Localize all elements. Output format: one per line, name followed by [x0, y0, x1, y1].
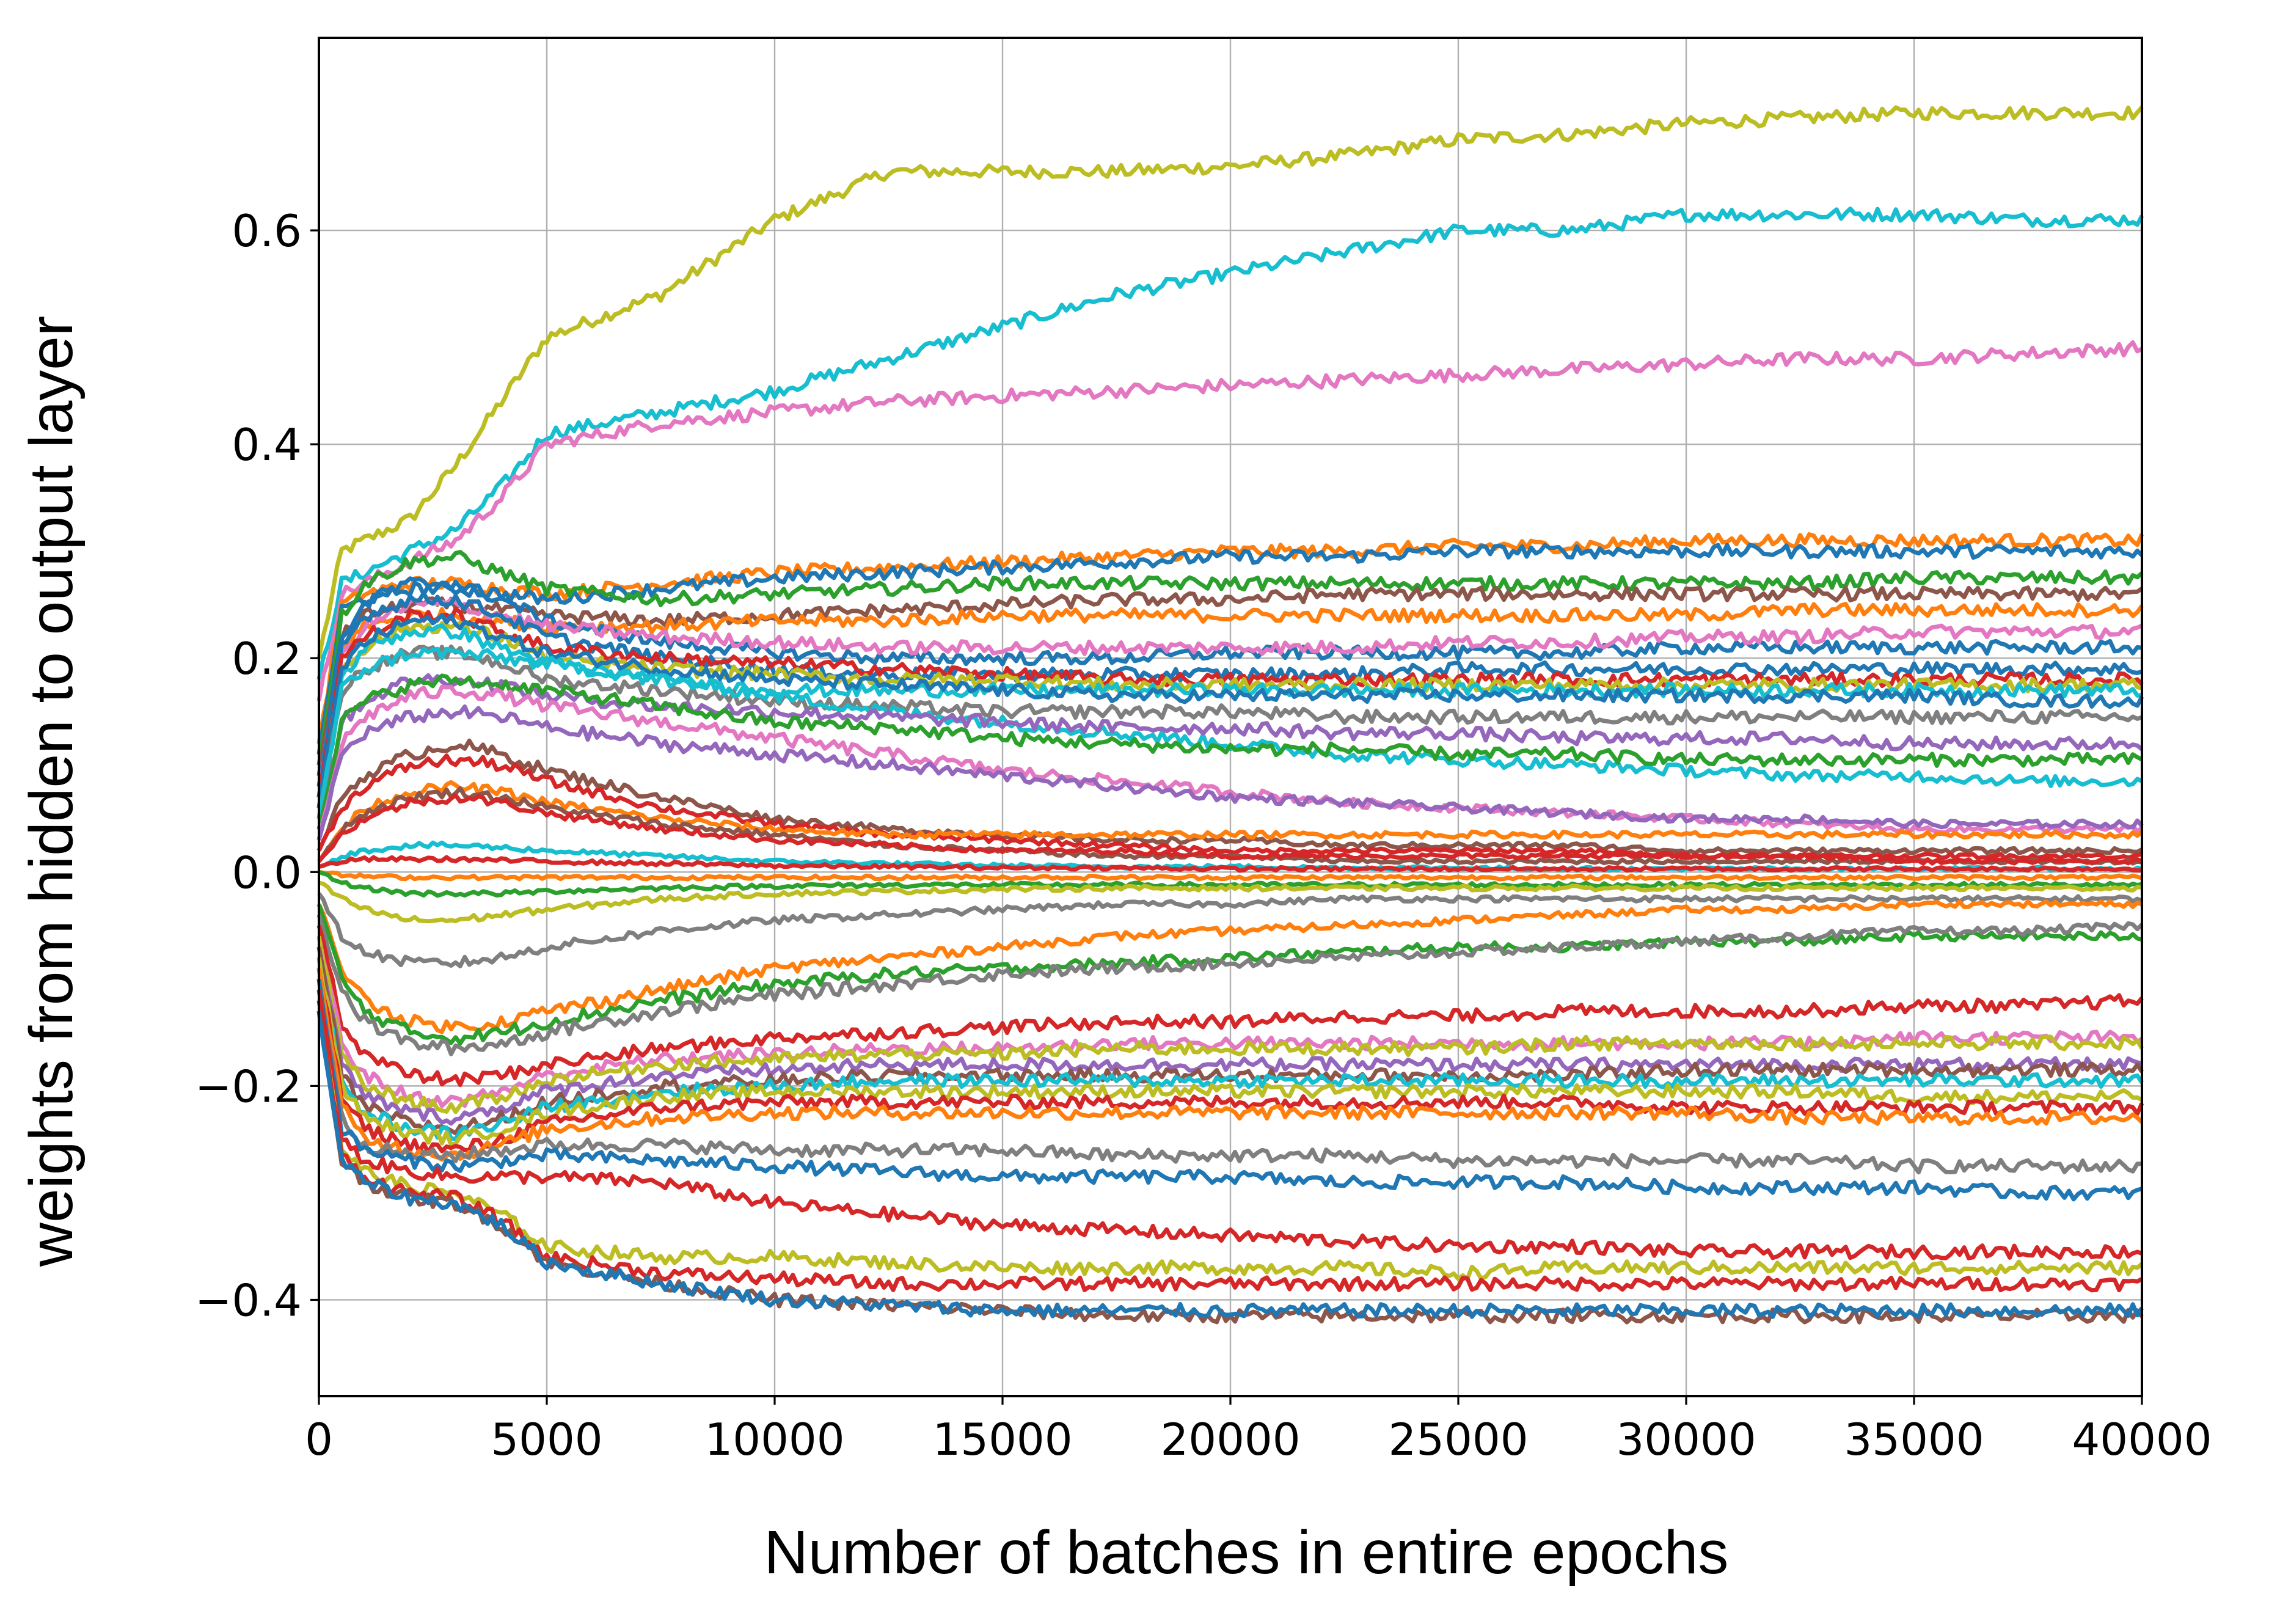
x-axis-title: Number of batches in entire epochs	[764, 1518, 1729, 1587]
y-tick-label: 0.4	[232, 419, 302, 470]
y-tick-label: 0.6	[232, 205, 302, 257]
series-line-6	[316, 550, 2144, 766]
series-line-38	[316, 935, 2144, 1114]
series-line-39	[316, 946, 2143, 1126]
series-line-21	[316, 704, 2144, 841]
series-line-31	[318, 880, 2143, 924]
x-tick-label: 30000	[1616, 1414, 1756, 1465]
series-line-15	[316, 613, 2144, 808]
series-line-49	[316, 1000, 2143, 1293]
series-line-45	[316, 978, 2143, 1175]
y-axis-title: weights from hidden to output layer	[17, 316, 86, 1267]
series-line-12	[316, 607, 2144, 798]
series-line-44	[316, 968, 2144, 1162]
series-line-4	[316, 532, 2144, 744]
series-line-16	[316, 644, 2143, 819]
y-tick-label: −0.2	[195, 1061, 302, 1112]
series-line-36	[316, 924, 2144, 1088]
ticks: 0 5000 10000 15000 20000 25000 30000 35000 40000…	[195, 205, 2212, 1465]
series-line-34	[316, 903, 2143, 1046]
y-tick-label: −0.4	[195, 1275, 302, 1326]
series-line-43	[316, 968, 2144, 1155]
series-line-7	[316, 585, 2143, 777]
series-line-14	[316, 623, 2143, 808]
x-tick-label: 0	[305, 1414, 333, 1465]
series-line-24	[317, 780, 2144, 863]
series-line-47	[316, 989, 2143, 1260]
series-line-48	[316, 1000, 2144, 1281]
x-tick-label: 35000	[1844, 1414, 1984, 1465]
series-line-33	[316, 899, 2143, 1034]
series-line-19	[316, 673, 2143, 830]
series-line-40	[316, 946, 2144, 1136]
x-tick-label: 20000	[1160, 1414, 1300, 1465]
series-line-26	[317, 793, 2143, 866]
x-tick-label: 15000	[932, 1414, 1072, 1465]
series-line-5	[316, 543, 2144, 755]
series-line-22	[316, 738, 2143, 855]
series-line-51	[316, 1011, 2144, 1319]
series-line-28	[318, 855, 2143, 873]
series-line-3	[316, 340, 2143, 701]
series-line-46	[316, 978, 2143, 1202]
series-line-25	[317, 786, 2143, 866]
series-line-8	[316, 602, 2144, 787]
x-tick-label: 5000	[491, 1414, 602, 1465]
x-tick-label: 40000	[2072, 1414, 2212, 1465]
x-tick-label: 10000	[704, 1414, 844, 1465]
series-line-35	[316, 914, 2144, 1056]
series-layer	[316, 105, 2144, 1325]
x-tick-label: 25000	[1388, 1414, 1528, 1465]
series-line-20	[316, 684, 2143, 841]
series-line-1	[316, 105, 2144, 659]
series-line-29	[318, 869, 2143, 882]
series-line-10	[316, 597, 2143, 798]
series-line-42	[316, 957, 2143, 1147]
series-line-32	[317, 892, 2143, 968]
y-tick-label: 0.0	[232, 847, 302, 898]
series-line-2	[316, 207, 2144, 680]
y-tick-label: 0.2	[232, 633, 302, 684]
